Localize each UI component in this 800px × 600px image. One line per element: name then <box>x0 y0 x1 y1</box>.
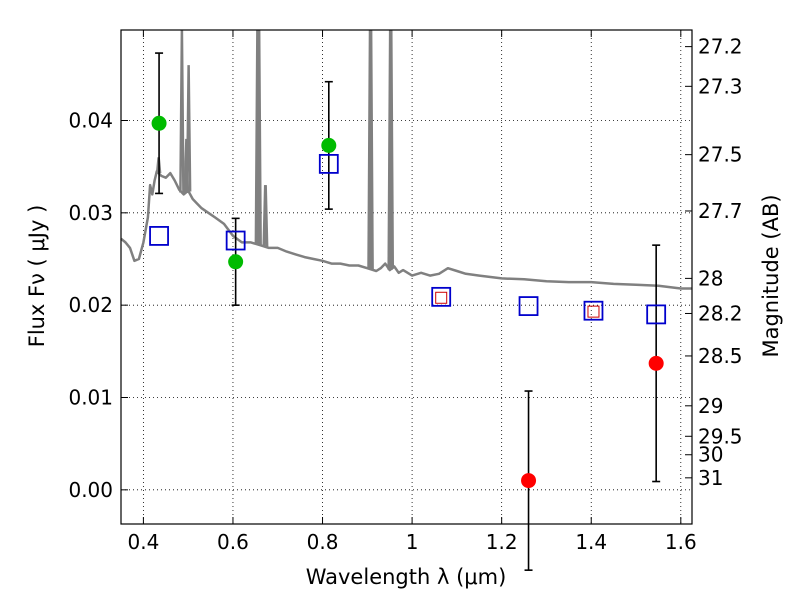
y-axis-title: Flux Fν ( μJy ) <box>25 205 49 348</box>
right-tick-label: 28.5 <box>698 344 743 368</box>
data-point-square <box>646 304 667 325</box>
right-tick-label: 31 <box>698 466 723 490</box>
data-point-circle <box>228 254 244 270</box>
right-axis-title: Magnitude (AB) <box>759 194 783 357</box>
model-spectrum <box>120 29 692 290</box>
y-tick-label: 0.03 <box>68 201 113 225</box>
right-tick-label: 29.5 <box>698 424 743 448</box>
data-point-square <box>431 286 452 307</box>
right-tick-label: 28 <box>698 266 723 290</box>
right-tick-label: 27.7 <box>698 199 743 223</box>
data-point-circle <box>521 473 537 489</box>
y-tick-label: 0.04 <box>68 108 113 132</box>
x-tick-label: 1 <box>406 530 419 554</box>
spectrum-emission-line <box>262 185 269 247</box>
spectrum-emission-line <box>179 29 185 193</box>
data-point-circle <box>648 355 664 371</box>
data-point-circle <box>321 137 337 153</box>
x-tick-label: 1.2 <box>486 530 518 554</box>
x-tick-label: 0.4 <box>127 530 159 554</box>
data-point-square <box>225 230 246 251</box>
y-tick-label: 0.02 <box>68 293 113 317</box>
data-point-small-square <box>587 305 600 318</box>
data-point-square <box>583 300 604 321</box>
plot-frame <box>120 29 693 525</box>
data-point-circle <box>151 115 167 131</box>
right-tick-label: 30 <box>698 443 723 467</box>
y-tick-label: 0.00 <box>68 478 113 502</box>
spectrum-continuum <box>120 170 692 290</box>
data-point-square <box>518 296 539 316</box>
axis-ticks: 0.4 0.6 0.8 1 1.2 1.4 1.6 0.00 0.01 0.02 0.03 0.04 2… <box>68 30 743 554</box>
grid-lines <box>121 30 692 524</box>
data-point-small-square <box>435 291 448 304</box>
right-tick-label: 29 <box>698 394 723 418</box>
data-markers <box>149 115 667 489</box>
data-point-square <box>149 226 169 246</box>
x-axis-title: Wavelength λ (μm) <box>306 565 507 589</box>
x-tick-label: 0.8 <box>307 530 339 554</box>
right-tick-label: 27.3 <box>698 74 743 98</box>
data-point-square <box>318 153 339 174</box>
right-tick-label: 28.2 <box>698 301 743 325</box>
x-tick-label: 1.4 <box>575 530 607 554</box>
x-tick-label: 0.6 <box>217 530 249 554</box>
x-tick-label: 1.6 <box>665 530 697 554</box>
y-tick-label: 0.01 <box>68 385 113 409</box>
right-tick-label: 27.2 <box>698 35 743 59</box>
right-tick-label: 27.5 <box>698 143 743 167</box>
spectrum-emission-line <box>185 65 192 192</box>
